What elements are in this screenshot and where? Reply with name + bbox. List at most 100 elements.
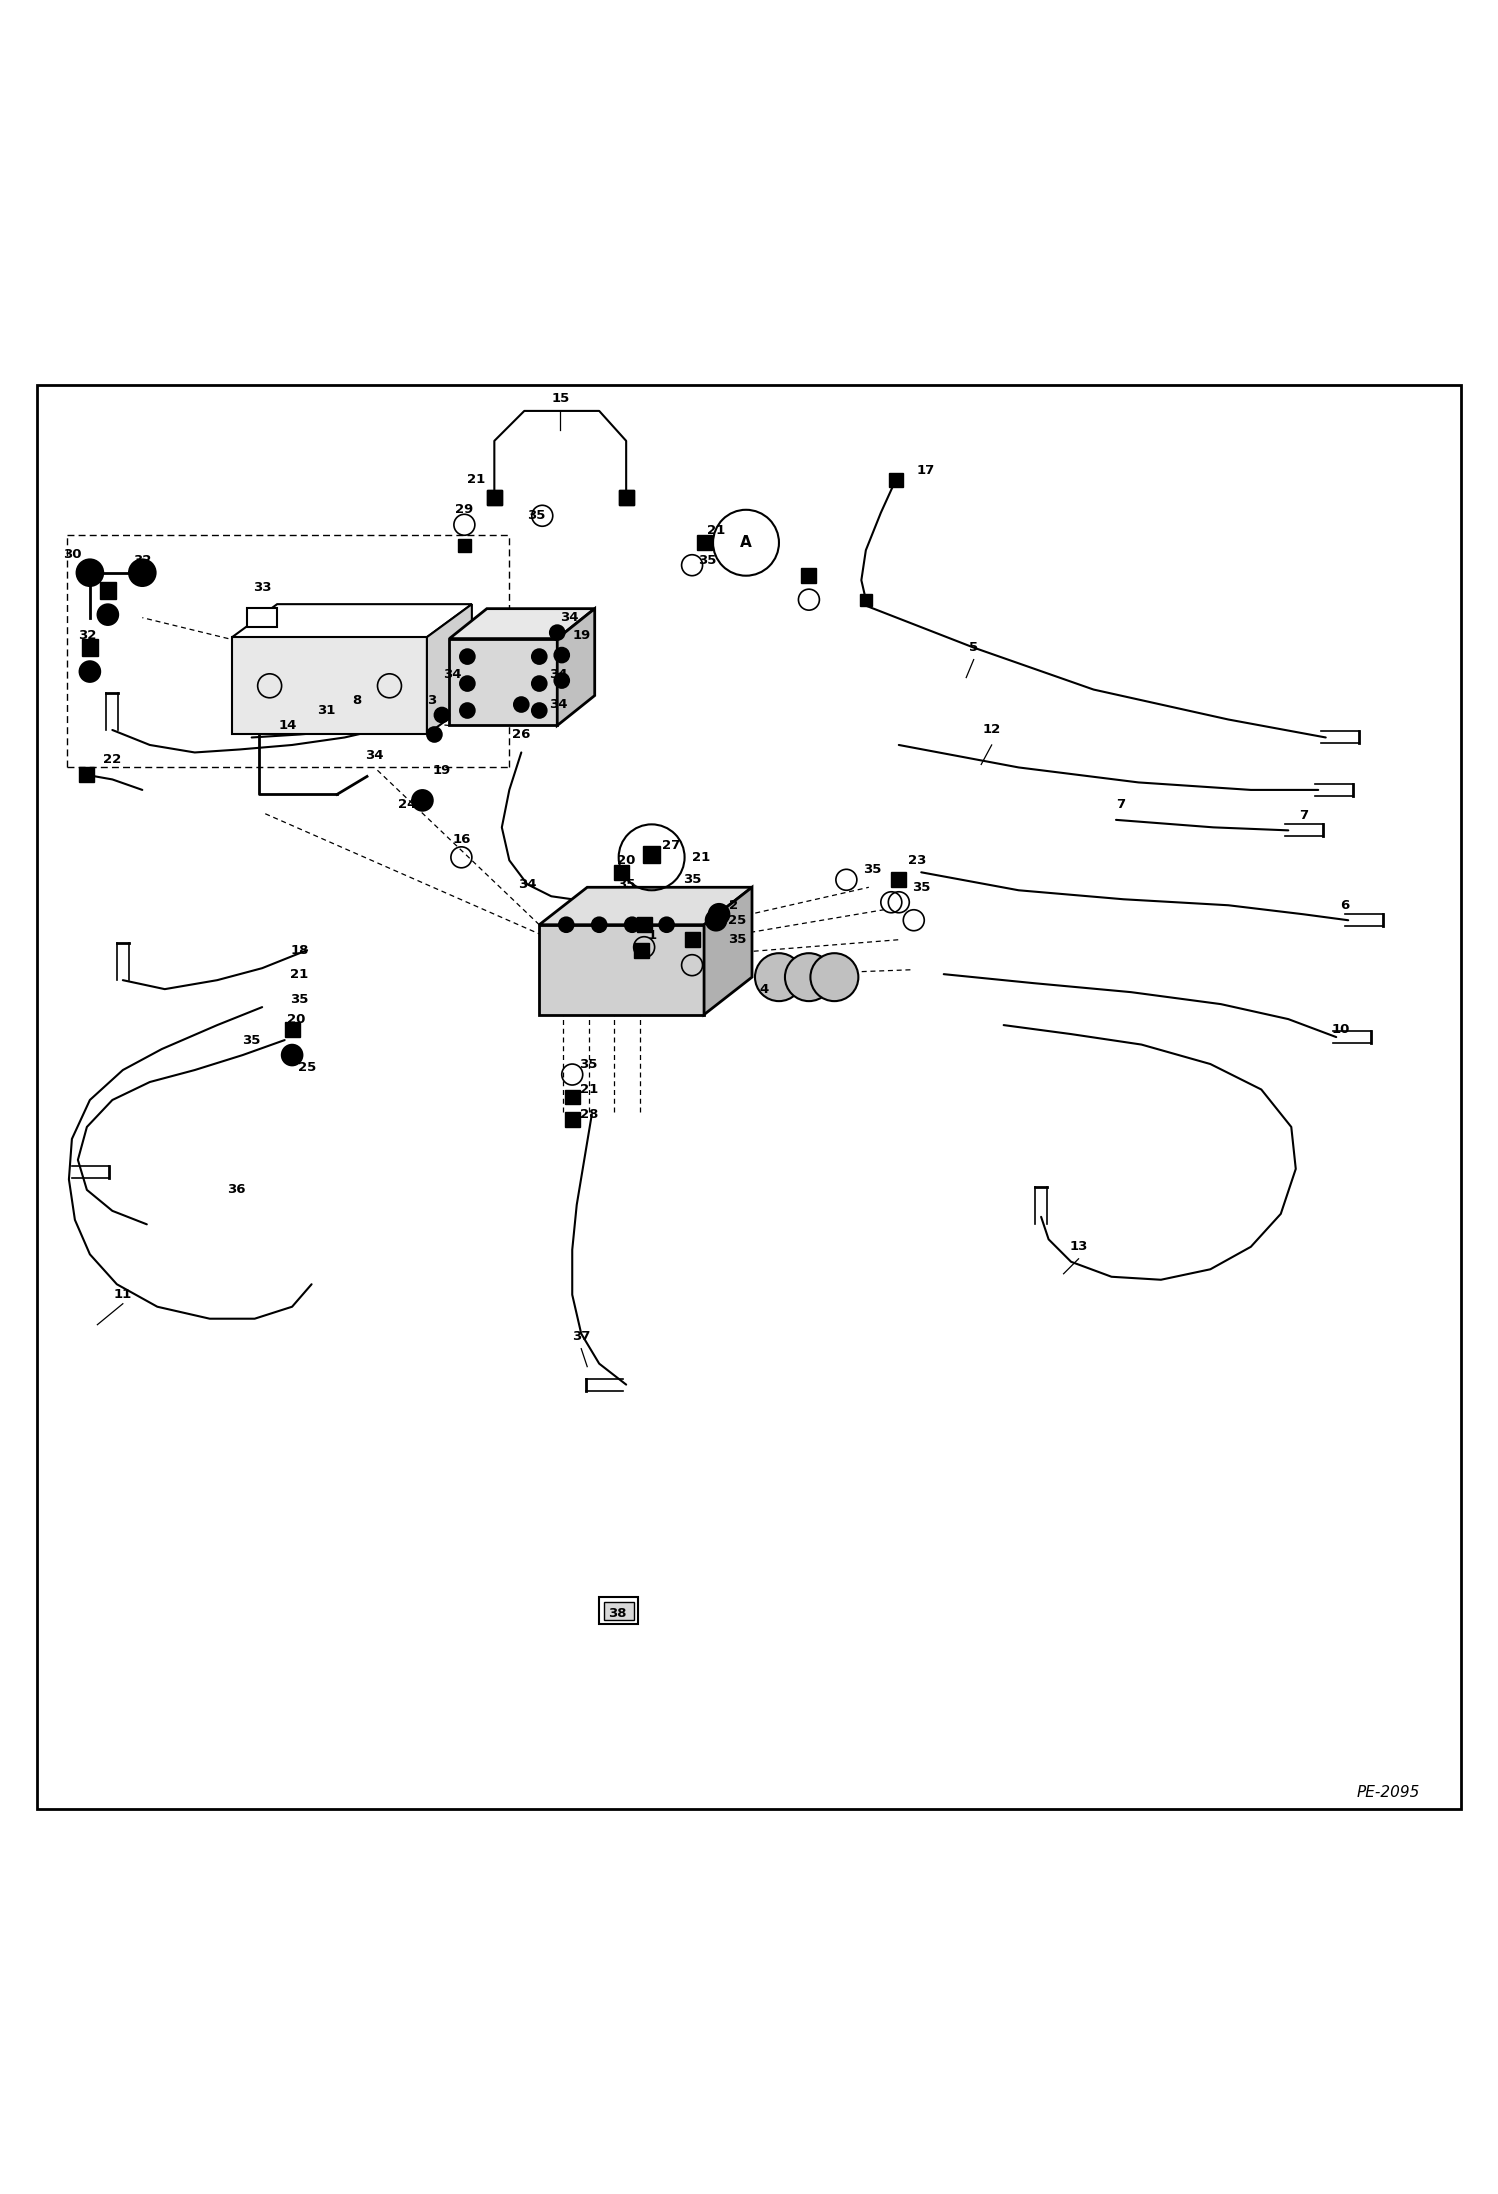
Text: 12: 12 xyxy=(983,724,1001,737)
Circle shape xyxy=(592,917,607,932)
Polygon shape xyxy=(539,924,704,1014)
Text: 7: 7 xyxy=(1299,810,1308,823)
Text: 21: 21 xyxy=(707,524,725,538)
Text: A: A xyxy=(740,535,752,551)
Text: 34: 34 xyxy=(550,698,568,711)
Text: PE-2095: PE-2095 xyxy=(1357,1784,1420,1799)
Text: 21: 21 xyxy=(580,1084,598,1097)
Polygon shape xyxy=(427,603,472,735)
Circle shape xyxy=(554,674,569,689)
Text: 30: 30 xyxy=(63,548,81,562)
Text: 17: 17 xyxy=(917,465,935,478)
Text: 19: 19 xyxy=(572,630,590,643)
Circle shape xyxy=(434,706,449,722)
Text: 35: 35 xyxy=(912,880,930,893)
Bar xyxy=(860,595,872,606)
Circle shape xyxy=(554,647,569,663)
Circle shape xyxy=(785,952,833,1000)
Circle shape xyxy=(282,1044,303,1066)
Text: 22: 22 xyxy=(103,753,121,766)
Text: 4: 4 xyxy=(759,983,768,996)
Text: 28: 28 xyxy=(580,1108,598,1121)
Text: 18: 18 xyxy=(291,943,309,957)
Bar xyxy=(487,489,502,505)
Text: 21: 21 xyxy=(692,851,710,864)
Text: 23: 23 xyxy=(908,853,926,867)
Bar xyxy=(79,768,94,783)
Circle shape xyxy=(97,603,118,625)
Text: 35: 35 xyxy=(698,555,716,568)
Circle shape xyxy=(532,676,547,691)
Text: 14: 14 xyxy=(279,720,297,733)
Bar xyxy=(565,1112,580,1128)
Bar xyxy=(619,489,634,505)
Bar xyxy=(634,943,649,959)
Bar xyxy=(599,1597,638,1624)
Text: 34: 34 xyxy=(550,667,568,680)
Polygon shape xyxy=(449,638,557,726)
Text: 11: 11 xyxy=(114,1288,132,1301)
Circle shape xyxy=(76,559,103,586)
Text: 24: 24 xyxy=(398,799,416,812)
Polygon shape xyxy=(449,608,595,638)
Circle shape xyxy=(659,917,674,932)
Text: 5: 5 xyxy=(969,641,978,654)
Circle shape xyxy=(559,917,574,932)
Text: 3: 3 xyxy=(427,693,436,706)
Circle shape xyxy=(460,649,475,665)
Text: 35: 35 xyxy=(291,994,309,1007)
Circle shape xyxy=(532,649,547,665)
Polygon shape xyxy=(704,886,752,1014)
Text: 1: 1 xyxy=(647,928,656,941)
Bar xyxy=(565,1090,580,1104)
Bar xyxy=(697,535,712,551)
Text: 37: 37 xyxy=(572,1330,590,1343)
Circle shape xyxy=(706,911,727,930)
Text: 34: 34 xyxy=(443,667,461,680)
Circle shape xyxy=(460,702,475,717)
Circle shape xyxy=(532,702,547,717)
Text: 35: 35 xyxy=(683,873,701,886)
Text: 35: 35 xyxy=(617,878,635,891)
Circle shape xyxy=(412,790,433,812)
Circle shape xyxy=(427,726,442,742)
Bar xyxy=(619,489,634,505)
Text: 31: 31 xyxy=(318,704,336,717)
Text: 26: 26 xyxy=(512,728,530,742)
Bar xyxy=(81,638,99,656)
Bar xyxy=(637,917,652,932)
Circle shape xyxy=(514,698,529,713)
Text: 35: 35 xyxy=(527,509,545,522)
Bar xyxy=(614,864,629,880)
Circle shape xyxy=(550,625,565,641)
Bar xyxy=(801,568,816,584)
Text: 2: 2 xyxy=(730,900,739,913)
Circle shape xyxy=(810,952,858,1000)
Bar xyxy=(458,540,470,553)
Bar xyxy=(99,581,115,599)
Text: 29: 29 xyxy=(455,502,473,516)
Text: 36: 36 xyxy=(228,1183,246,1196)
Text: 19: 19 xyxy=(433,764,451,777)
Text: 34: 34 xyxy=(366,748,383,761)
Text: 35: 35 xyxy=(243,1033,261,1047)
Circle shape xyxy=(625,917,640,932)
Text: 25: 25 xyxy=(298,1060,316,1073)
Bar xyxy=(891,873,906,886)
Polygon shape xyxy=(557,608,595,726)
Text: 35: 35 xyxy=(863,862,881,875)
Text: 7: 7 xyxy=(1116,799,1125,812)
Text: 6: 6 xyxy=(1341,900,1350,913)
Circle shape xyxy=(709,904,730,924)
Text: 20: 20 xyxy=(617,853,635,867)
Text: 35: 35 xyxy=(728,932,746,946)
Text: 38: 38 xyxy=(608,1608,626,1621)
Text: A: A xyxy=(646,849,658,864)
Text: 34: 34 xyxy=(560,612,578,623)
Bar xyxy=(685,932,700,948)
Text: 20: 20 xyxy=(288,1014,306,1025)
Text: 21: 21 xyxy=(291,968,309,981)
Text: 10: 10 xyxy=(1332,1022,1350,1036)
Circle shape xyxy=(129,559,156,586)
Text: 16: 16 xyxy=(452,834,470,847)
